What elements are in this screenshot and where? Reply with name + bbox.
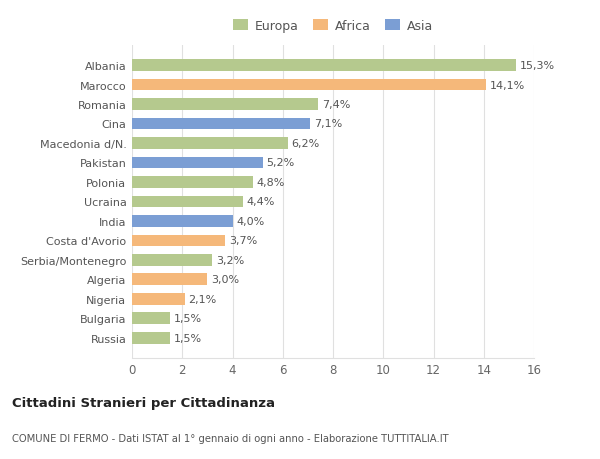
Text: 3,2%: 3,2% bbox=[216, 255, 244, 265]
Text: 1,5%: 1,5% bbox=[173, 313, 202, 324]
Bar bbox=[132, 138, 288, 150]
Bar bbox=[132, 99, 318, 111]
Bar bbox=[132, 293, 185, 305]
Text: 7,4%: 7,4% bbox=[322, 100, 350, 110]
Text: 15,3%: 15,3% bbox=[520, 61, 556, 71]
Legend: Europa, Africa, Asia: Europa, Africa, Asia bbox=[228, 15, 438, 38]
Text: 3,7%: 3,7% bbox=[229, 236, 257, 246]
Bar bbox=[132, 177, 253, 188]
Bar bbox=[132, 157, 263, 169]
Text: 4,0%: 4,0% bbox=[236, 216, 265, 226]
Text: Cittadini Stranieri per Cittadinanza: Cittadini Stranieri per Cittadinanza bbox=[12, 396, 275, 409]
Text: 14,1%: 14,1% bbox=[490, 80, 525, 90]
Text: 7,1%: 7,1% bbox=[314, 119, 343, 129]
Bar bbox=[132, 332, 170, 344]
Text: 2,1%: 2,1% bbox=[188, 294, 217, 304]
Text: 4,8%: 4,8% bbox=[256, 178, 285, 188]
Bar bbox=[132, 60, 517, 72]
Text: COMUNE DI FERMO - Dati ISTAT al 1° gennaio di ogni anno - Elaborazione TUTTITALI: COMUNE DI FERMO - Dati ISTAT al 1° genna… bbox=[12, 433, 449, 442]
Bar bbox=[132, 79, 486, 91]
Bar bbox=[132, 196, 242, 208]
Bar bbox=[132, 216, 233, 227]
Bar bbox=[132, 274, 208, 285]
Text: 1,5%: 1,5% bbox=[173, 333, 202, 343]
Text: 6,2%: 6,2% bbox=[292, 139, 320, 149]
Text: 4,4%: 4,4% bbox=[247, 197, 275, 207]
Bar bbox=[132, 313, 170, 325]
Bar bbox=[132, 254, 212, 266]
Bar bbox=[132, 235, 225, 246]
Text: 3,0%: 3,0% bbox=[211, 274, 239, 285]
Bar bbox=[132, 118, 310, 130]
Text: 5,2%: 5,2% bbox=[266, 158, 295, 168]
